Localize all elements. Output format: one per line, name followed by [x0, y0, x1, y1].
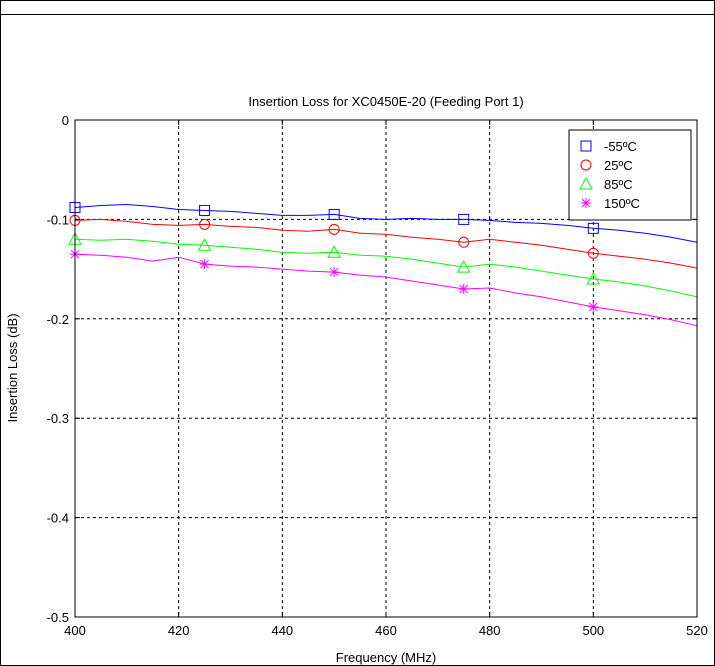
tick-labels: 400 420 440 460 480 500 520 0 -0.1 -0.2 -0.3 -0.4 -0…	[47, 113, 708, 638]
legend-marker-asterisk	[581, 198, 591, 208]
asterisk-stroke	[581, 198, 591, 208]
x-tick-label: 440	[271, 623, 293, 638]
x-tick-label: 480	[479, 623, 501, 638]
legend-label: 85ºC	[604, 177, 633, 192]
y-axis-label: Insertion Loss (dB)	[5, 313, 20, 422]
data-point-triangle	[456, 260, 471, 273]
y-tick-label: -0.5	[47, 610, 69, 625]
x-tick-label: 500	[582, 623, 604, 638]
legend-label: -55ºC	[604, 139, 637, 154]
data-point-square	[458, 213, 470, 225]
x-tick-label: 400	[64, 623, 86, 638]
y-tick-label: -0.4	[47, 511, 69, 526]
asterisk-stroke	[459, 284, 469, 294]
series-markers	[68, 201, 601, 312]
series-line-2	[74, 218, 698, 269]
y-tick-label: -0.2	[47, 312, 69, 327]
asterisk-stroke	[588, 302, 598, 312]
chart-title: Insertion Loss for XC0450E-20 (Feeding P…	[248, 94, 523, 109]
y-tick-label: -0.1	[47, 212, 69, 227]
legend-marker-triangle	[579, 176, 593, 190]
data-point-asterisk	[329, 267, 340, 278]
data-point-asterisk	[458, 283, 469, 294]
asterisk-stroke	[200, 259, 209, 269]
x-tick-label: 460	[375, 623, 397, 638]
legend-box	[568, 129, 692, 221]
x-axis-label: Frequency (MHz)	[336, 650, 436, 665]
axis-ticks	[74, 119, 698, 618]
data-point-square	[328, 208, 340, 220]
data-point-circle	[458, 236, 470, 248]
data-point-triangle	[586, 271, 601, 285]
series-line-3	[74, 238, 698, 298]
data-point-circle	[587, 247, 599, 259]
legend: -55ºC 25ºC 85ºC 150ºC	[568, 129, 692, 221]
x-tick-label: 520	[686, 623, 708, 638]
header-divider	[0, 14, 715, 15]
data-point-square	[199, 204, 211, 216]
data-point-circle	[199, 218, 211, 230]
data-point-triangle	[197, 238, 212, 251]
data-point-circle	[328, 223, 340, 235]
legend-label: 150ºC	[604, 196, 640, 211]
data-point-square	[587, 222, 599, 234]
asterisk-stroke	[329, 267, 339, 277]
data-point-triangle	[327, 245, 342, 258]
data-point-asterisk	[588, 301, 599, 312]
y-tick-label: -0.3	[47, 411, 69, 426]
legend-marker-square	[580, 140, 592, 152]
x-tick-label: 420	[168, 623, 190, 638]
legend-label: 25ºC	[604, 158, 633, 173]
series-line-1	[74, 203, 698, 243]
y-tick-label: 0	[62, 113, 69, 128]
legend-marker-circle	[580, 159, 592, 171]
data-point-asterisk	[199, 259, 210, 270]
